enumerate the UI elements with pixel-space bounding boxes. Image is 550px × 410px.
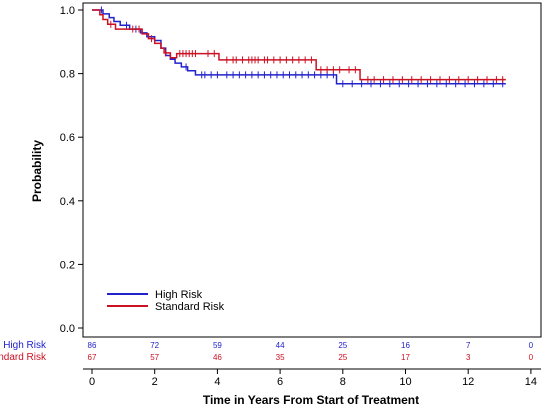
risk-row-label: High Risk	[3, 340, 47, 351]
risk-count: 86	[88, 341, 97, 350]
x-tick-label: 4	[214, 376, 220, 388]
risk-count: 44	[276, 341, 285, 350]
y-tick-label: 0.0	[60, 323, 75, 335]
risk-row-label: Standard Risk	[0, 352, 47, 363]
y-axis-title: Probability	[30, 140, 44, 202]
risk-count: 3	[466, 353, 471, 362]
risk-count: 59	[213, 341, 222, 350]
y-tick-label: 0.2	[60, 259, 75, 271]
y-tick-label: 0.8	[60, 69, 75, 81]
legend-label: Standard Risk	[155, 301, 225, 313]
y-tick-label: 0.4	[60, 196, 75, 208]
series-line	[92, 9, 506, 85]
x-axis-title: Time in Years From Start of Treatment	[203, 393, 419, 407]
y-tick-label: 1.0	[60, 5, 75, 17]
risk-table: High Risk 86 72 59 44 25 16 7 0 Standard Risk 67 57…	[0, 340, 534, 363]
plot-frame	[82, 2, 542, 338]
x-tick-label: 10	[399, 376, 411, 388]
x-tick-label: 6	[277, 376, 283, 388]
series-1	[92, 9, 506, 84]
risk-count: 0	[529, 353, 534, 362]
x-tick-label: 12	[462, 376, 474, 388]
risk-count: 17	[401, 353, 410, 362]
risk-count: 7	[466, 341, 471, 350]
risk-count: 25	[338, 353, 347, 362]
risk-count: 0	[529, 341, 534, 350]
risk-count: 35	[276, 353, 285, 362]
x-tick-label: 14	[525, 376, 537, 388]
y-tick-label: 0.6	[60, 132, 75, 144]
risk-count: 72	[150, 341, 159, 350]
risk-count: 16	[401, 341, 410, 350]
series-line	[92, 9, 506, 81]
x-tick-label: 2	[152, 376, 158, 388]
risk-count: 25	[338, 341, 347, 350]
legend-label: High Risk	[155, 289, 203, 301]
risk-count: 46	[213, 353, 222, 362]
series-layer	[92, 6, 506, 88]
x-tick-label: 0	[89, 376, 95, 388]
series-0	[92, 6, 506, 88]
risk-count: 57	[150, 353, 159, 362]
x-tick-label: 8	[340, 376, 346, 388]
risk-count: 67	[88, 353, 97, 362]
axes: 0 2 4 6 8 10 12 140.00.20.40.60.81.0	[60, 2, 542, 388]
